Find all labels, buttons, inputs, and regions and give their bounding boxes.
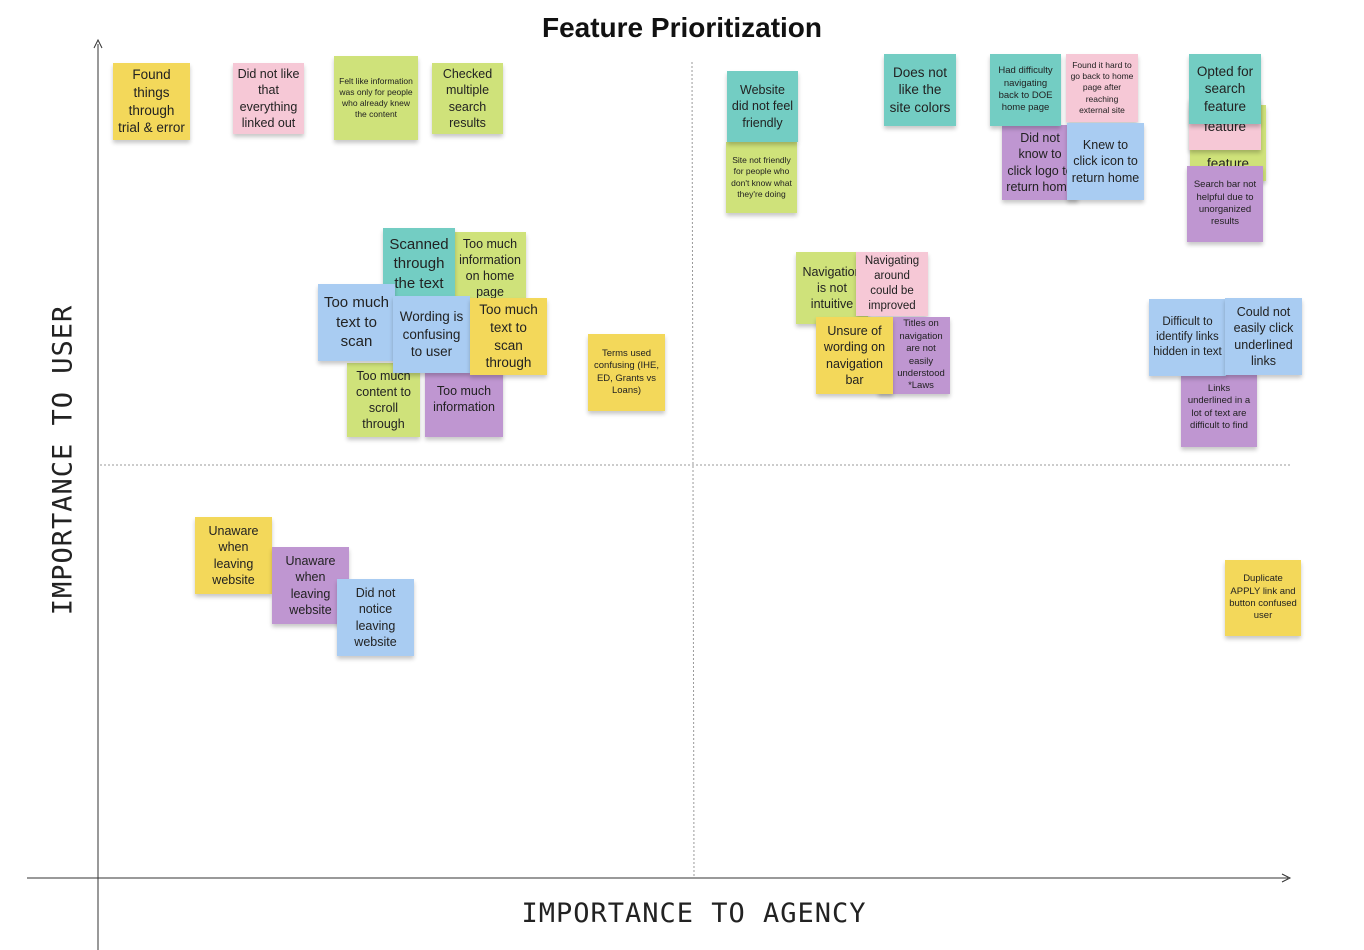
sticky-note[interactable]: Too much content to scroll through: [347, 363, 420, 437]
sticky-note[interactable]: Unaware when leaving website: [272, 547, 349, 624]
sticky-note[interactable]: Could not easily click underlined links: [1225, 298, 1302, 375]
sticky-note[interactable]: Too much text to scan: [318, 284, 395, 361]
sticky-note[interactable]: Duplicate APPLY link and button confused…: [1225, 560, 1301, 636]
sticky-note[interactable]: Knew to click icon to return home: [1067, 123, 1144, 200]
sticky-note[interactable]: Checked multiple search results: [432, 63, 503, 134]
sticky-note[interactable]: Unaware when leaving website: [195, 517, 272, 594]
sticky-note[interactable]: Opted for search feature: [1189, 54, 1261, 124]
sticky-note[interactable]: Unsure of wording on navigation bar: [816, 317, 893, 394]
sticky-note[interactable]: Wording is confusing to user: [393, 296, 470, 373]
x-axis-label: IMPORTANCE TO AGENCY: [521, 898, 867, 929]
sticky-note[interactable]: Site not friendly for people who don't k…: [726, 142, 797, 213]
sticky-note[interactable]: Did not know to click logo to return hom…: [1002, 125, 1078, 200]
sticky-note[interactable]: Navigating around could be improved: [856, 252, 928, 316]
sticky-note[interactable]: Titles on navigation are not easily unde…: [878, 317, 950, 394]
sticky-note[interactable]: Does not like the site colors: [884, 54, 956, 126]
sticky-note[interactable]: Found things through trial & error: [113, 63, 190, 140]
sticky-note[interactable]: Website did not feel friendly: [727, 71, 798, 142]
sticky-note[interactable]: Difficult to identify links hidden in te…: [1149, 299, 1226, 376]
y-axis-label: IMPORTANCE TO USER: [47, 304, 79, 616]
sticky-note[interactable]: Had difficulty navigating back to DOE ho…: [990, 54, 1061, 126]
sticky-note[interactable]: Links underlined in a lot of text are di…: [1181, 373, 1257, 447]
sticky-note[interactable]: Search bar not helpful due to unorganize…: [1187, 166, 1263, 242]
sticky-note[interactable]: Found it hard to go back to home page af…: [1066, 54, 1138, 122]
sticky-note[interactable]: Felt like information was only for peopl…: [334, 56, 418, 140]
sticky-note[interactable]: Too much information on home page: [454, 232, 526, 304]
page-title: Feature Prioritization: [541, 12, 823, 43]
sticky-note[interactable]: Too much text to scan through: [470, 298, 547, 375]
sticky-note[interactable]: Did not like that everything linked out: [233, 63, 304, 134]
sticky-note[interactable]: Scanned through the text: [383, 228, 455, 300]
sticky-note[interactable]: Did not notice leaving website: [337, 579, 414, 656]
sticky-note[interactable]: Terms used confusing (IHE, ED, Grants vs…: [588, 334, 665, 411]
